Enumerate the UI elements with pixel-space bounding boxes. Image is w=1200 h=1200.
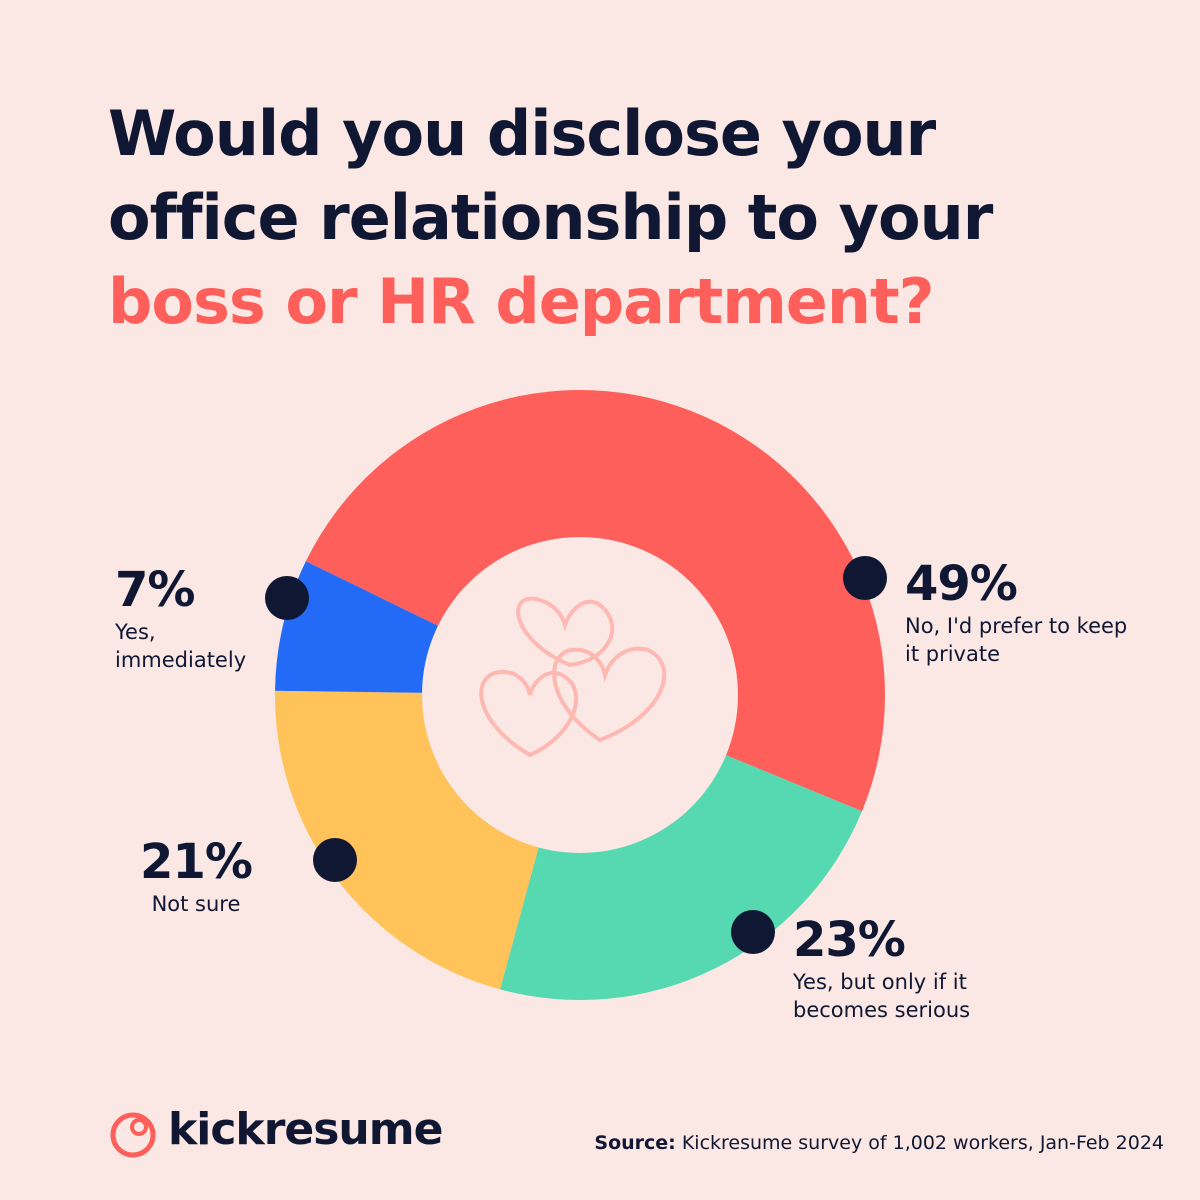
title-highlight: boss or HR department? [108,265,935,338]
label-dot [731,910,775,954]
donut-segment [275,561,438,693]
source: Source: Kickresume survey of 1,002 worke… [594,1132,1164,1154]
data-label: 21% Not sure [121,834,271,918]
label-dots [265,556,887,954]
logo-icon [110,1112,156,1158]
label-dot [313,838,357,882]
label-dot [843,556,887,600]
label-dot [265,576,309,620]
donut-segment [305,390,885,812]
donut-segment [500,755,862,1000]
category-label: No, I'd prefer to keep it private [905,614,1128,666]
hearts-icon [479,596,667,758]
donut [274,390,885,1000]
source-text: Kickresume survey of 1,002 workers, Jan-… [681,1132,1164,1154]
source-label: Source: [594,1132,676,1154]
category-label: Yes, but only if it becomes serious [793,970,971,1022]
value-label: 49% [905,556,1018,612]
logo-text: kickresume [168,1104,443,1155]
value-label: 23% [793,912,906,968]
donut-segment [274,690,539,990]
value-label: 21% [140,834,253,890]
category-label: Not sure [151,892,241,916]
title: Would you disclose your office relations… [108,92,1108,344]
data-label: 49% No, I'd prefer to keep it private [905,556,1135,668]
data-label: 23% Yes, but only if it becomes serious [793,912,993,1024]
value-label: 7% [115,562,196,618]
data-label: 7% Yes, immediately [115,562,275,674]
title-text: Would you disclose your office relations… [108,97,993,254]
category-label: Yes, immediately [115,620,247,672]
